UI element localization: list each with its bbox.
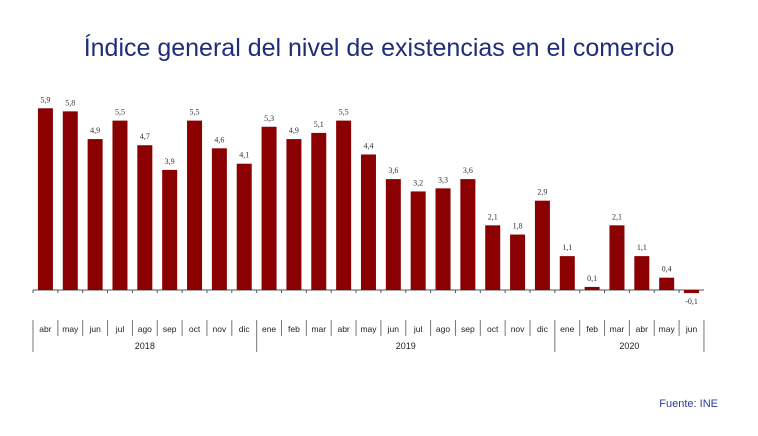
- category-label: mar: [610, 324, 625, 334]
- bar: [336, 120, 352, 290]
- bar: [410, 191, 426, 290]
- data-label: 5,5: [115, 108, 125, 117]
- bar: [37, 108, 53, 290]
- category-label: abr: [39, 324, 51, 334]
- category-label: may: [360, 324, 377, 334]
- bar: [609, 225, 625, 290]
- data-label: 3,9: [165, 157, 175, 166]
- data-label: 4,9: [90, 126, 100, 135]
- bar: [534, 200, 550, 290]
- data-label: 1,8: [513, 222, 523, 231]
- category-label: nov: [511, 324, 525, 334]
- bar: [187, 120, 203, 290]
- category-label: jun: [88, 324, 101, 334]
- bar: [236, 163, 252, 290]
- category-label: feb: [288, 324, 300, 334]
- bar: [112, 120, 128, 290]
- bar: [87, 139, 103, 290]
- data-label: 3,6: [388, 166, 398, 175]
- data-label: 5,9: [40, 95, 50, 104]
- bar: [684, 290, 700, 294]
- category-label: jul: [115, 324, 125, 334]
- data-label: 1,1: [562, 243, 572, 252]
- category-label: ago: [138, 324, 152, 334]
- bar: [485, 225, 501, 290]
- bar: [559, 256, 575, 290]
- category-label: jun: [685, 324, 698, 334]
- category-label: mar: [311, 324, 326, 334]
- bar: [162, 169, 178, 290]
- data-label: 0,1: [587, 274, 597, 283]
- year-label: 2019: [396, 341, 416, 351]
- data-label: 4,6: [214, 135, 224, 144]
- category-label: jul: [413, 324, 423, 334]
- category-label: feb: [586, 324, 598, 334]
- chart-title: Índice general del nivel de existencias …: [83, 34, 675, 62]
- category-label: ago: [436, 324, 450, 334]
- data-label: 5,3: [264, 114, 274, 123]
- bar: [385, 179, 401, 290]
- bar: [62, 111, 78, 290]
- category-label: may: [62, 324, 79, 334]
- data-label: 2,1: [612, 212, 622, 221]
- bar: [634, 256, 650, 290]
- data-label: 2,1: [488, 212, 498, 221]
- bar: [261, 126, 277, 290]
- category-label: abr: [636, 324, 648, 334]
- category-label: ene: [560, 324, 574, 334]
- bar: [435, 188, 451, 290]
- data-label: 5,1: [314, 120, 324, 129]
- bar: [137, 145, 153, 290]
- bar: [311, 132, 327, 290]
- category-label: dic: [239, 324, 251, 334]
- data-label: -0,1: [685, 297, 698, 306]
- year-label: 2020: [619, 341, 639, 351]
- data-label: 5,8: [65, 98, 75, 107]
- category-label: oct: [487, 324, 499, 334]
- category-label: dic: [537, 324, 549, 334]
- bar: [360, 154, 376, 290]
- data-label: 2,9: [537, 188, 547, 197]
- category-label: oct: [189, 324, 201, 334]
- data-label: 4,7: [140, 132, 150, 141]
- data-label: 4,1: [239, 151, 249, 160]
- source-note: Fuente: INE: [659, 398, 718, 410]
- data-label: 1,1: [637, 243, 647, 252]
- data-label: 4,9: [289, 126, 299, 135]
- bar: [460, 179, 476, 290]
- bar: [211, 148, 227, 290]
- bar: [286, 139, 302, 290]
- data-label: 3,2: [413, 178, 423, 187]
- data-label: 4,4: [363, 141, 373, 150]
- category-label: abr: [337, 324, 349, 334]
- category-label: jun: [387, 324, 400, 334]
- year-label: 2018: [135, 341, 155, 351]
- category-label: nov: [213, 324, 227, 334]
- bar: [659, 277, 675, 290]
- data-label: 5,5: [339, 108, 349, 117]
- bar: [584, 286, 600, 290]
- category-label: may: [659, 324, 676, 334]
- data-label: 3,6: [463, 166, 473, 175]
- data-label: 5,5: [190, 108, 200, 117]
- category-label: sep: [461, 324, 475, 334]
- category-label: ene: [262, 324, 276, 334]
- bar: [510, 234, 526, 290]
- data-label: 0,4: [662, 265, 672, 274]
- data-label: 3,3: [438, 175, 448, 184]
- category-label: sep: [163, 324, 177, 334]
